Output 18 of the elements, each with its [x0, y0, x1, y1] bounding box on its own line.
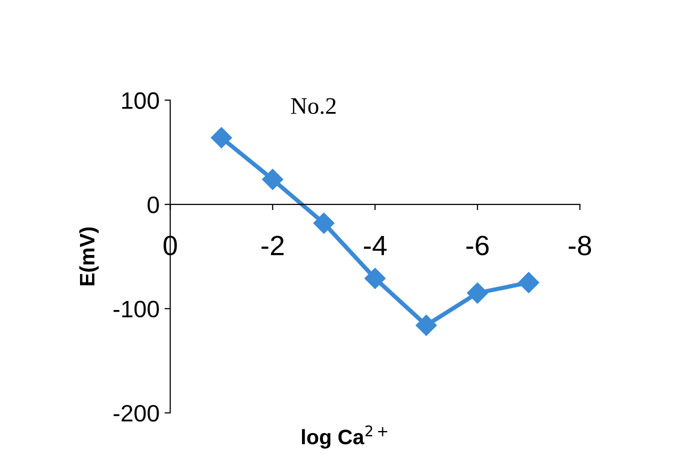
point: [210, 127, 232, 148]
y-tick-label: -200: [114, 404, 159, 422]
point: [364, 268, 386, 289]
x-tick-label: -8: [568, 236, 592, 256]
y-tick-label: -100: [114, 300, 159, 318]
y-axis-title: E(mV): [79, 227, 99, 286]
y-tick-label: 0: [148, 196, 159, 214]
point: [416, 314, 437, 336]
point: [466, 282, 488, 304]
y-tick-label: 100: [122, 92, 159, 109]
x-tick-label: -2: [262, 236, 284, 256]
x-axis-title: log Ca$^{2+}$: [302, 425, 388, 449]
point: [262, 168, 284, 190]
point: [518, 272, 540, 294]
point: [313, 212, 334, 234]
x-tick-label: -4: [364, 236, 387, 256]
chart-title: No.2: [291, 98, 336, 114]
x-tick-label: -6: [466, 236, 489, 256]
